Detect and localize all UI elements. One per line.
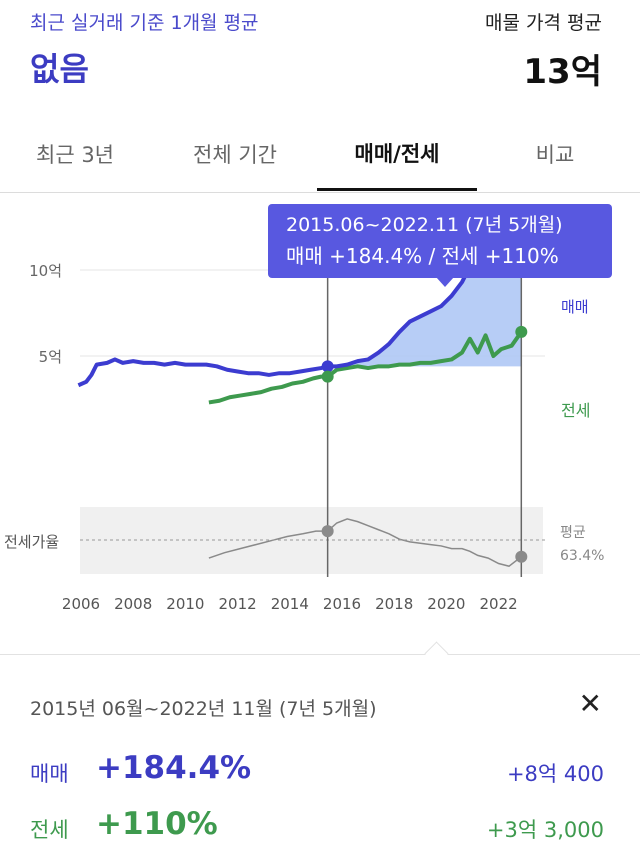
jeonse-label: 전세 <box>30 818 69 842</box>
listing-price-value: 13억 <box>523 52 602 92</box>
x-axis-ticks: 2006 2008 2010 2012 2014 2016 2018 2020 2022 <box>62 595 518 613</box>
jeonse-change-percent: +110% <box>96 806 218 842</box>
x-tick-label: 2006 <box>62 595 100 613</box>
tab-compare[interactable]: 비교 <box>535 143 575 167</box>
sale-change-amount: +8억 400 <box>506 762 604 786</box>
tab-sale-jeonse[interactable]: 매매/전세 <box>317 118 477 191</box>
sale-series-label: 매매 <box>561 298 589 316</box>
y-tick-label: 10억 <box>29 262 62 280</box>
sale-start-marker <box>321 360 334 373</box>
x-tick-label: 2014 <box>271 595 309 613</box>
tab-recent-3-years[interactable]: 최근 3년 <box>36 143 114 167</box>
change-summary: 2015년 06월~2022년 11월 (7년 5개월) ✕ 매매 +184.4… <box>0 660 640 860</box>
x-tick-label: 2018 <box>375 595 413 613</box>
jeonse-price-line <box>208 330 523 405</box>
jeonse-change-amount: +3억 3,000 <box>486 818 604 842</box>
recent-trade-label: 최근 실거래 기준 1개월 평균 <box>30 12 259 34</box>
sale-change-percent: +184.4% <box>96 750 252 786</box>
ratio-band <box>80 507 543 574</box>
sale-label: 매매 <box>30 762 69 786</box>
summary-row-jeonse: 전세 +110% +3억 3,000 <box>30 806 604 848</box>
ratio-average-value: 63.4% <box>560 548 604 564</box>
jeonse-end-marker <box>515 325 528 338</box>
period-tabs: 최근 3년 전체 기간 매매/전세 비교 <box>0 118 640 193</box>
y-axis-ticks: 5억 10억 <box>29 262 62 366</box>
y-tick-label: 5억 <box>39 348 62 366</box>
ratio-start-marker <box>321 525 334 538</box>
x-tick-label: 2020 <box>427 595 465 613</box>
x-tick-label: 2012 <box>219 595 257 613</box>
ratio-axis-label: 전세가율 <box>4 533 59 551</box>
jeonse-ratio-line <box>208 518 522 568</box>
sale-price-line <box>77 226 522 388</box>
tooltip-arrow <box>436 277 454 287</box>
listing-price-label: 매물 가격 평균 <box>485 12 602 34</box>
section-divider <box>0 654 640 655</box>
x-tick-label: 2010 <box>166 595 204 613</box>
tooltip-range: 2015.06~2022.11 (7년 5개월) <box>286 214 563 236</box>
recent-trade-value: 없음 <box>30 50 89 88</box>
tooltip-values: 매매 +184.4% / 전세 +110% <box>286 244 559 268</box>
x-tick-label: 2016 <box>323 595 361 613</box>
jeonse-series-label: 전세 <box>561 401 590 420</box>
jeonse-start-marker <box>321 370 334 383</box>
selection-tooltip: 2015.06~2022.11 (7년 5개월) 매매 +184.4% / 전세… <box>268 204 612 287</box>
ratio-end-marker <box>515 550 528 563</box>
x-tick-label: 2022 <box>480 595 518 613</box>
summary-row-sale: 매매 +184.4% +8억 400 <box>30 750 604 792</box>
x-tick-label: 2008 <box>114 595 152 613</box>
tab-all-period[interactable]: 전체 기간 <box>193 143 277 167</box>
summary-range: 2015년 06월~2022년 11월 (7년 5개월) <box>30 698 377 720</box>
price-header: 최근 실거래 기준 1개월 평균 없음 매물 가격 평균 13억 <box>0 0 640 110</box>
close-icon[interactable]: ✕ <box>578 687 602 720</box>
ratio-average-label: 평균 <box>560 525 586 541</box>
